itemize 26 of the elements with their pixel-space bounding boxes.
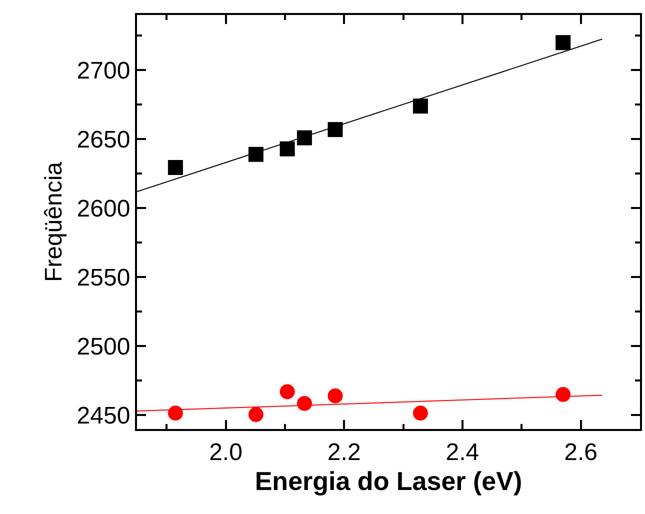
point: [412, 98, 428, 114]
y-tick-label: 2550: [76, 264, 130, 292]
point: [280, 384, 295, 400]
point: [556, 35, 571, 50]
x-axis-title: Energia do Laser (eV): [254, 466, 522, 496]
point: [280, 141, 295, 156]
point: [168, 160, 183, 175]
point: [168, 406, 183, 421]
point: [296, 396, 312, 411]
point: [296, 130, 312, 146]
point: [328, 388, 343, 404]
x-tick-label: 2.0: [209, 438, 242, 466]
x-tick-label: 2.2: [327, 438, 361, 466]
point: [248, 407, 264, 422]
y-tick-label: 2650: [76, 126, 130, 154]
point: [412, 406, 428, 421]
point: [328, 122, 343, 138]
y-tick-label: 2600: [76, 196, 130, 223]
point: [248, 146, 264, 162]
y-axis-title: Freqüência: [40, 161, 68, 282]
y-tick-label: 2700: [76, 58, 130, 85]
x-tick-label: 2.6: [564, 438, 598, 466]
x-tick-label: 2.4: [446, 438, 480, 466]
y-tick-label: 2500: [76, 334, 130, 361]
point: [556, 387, 571, 402]
y-tick-label: 2450: [76, 402, 130, 430]
